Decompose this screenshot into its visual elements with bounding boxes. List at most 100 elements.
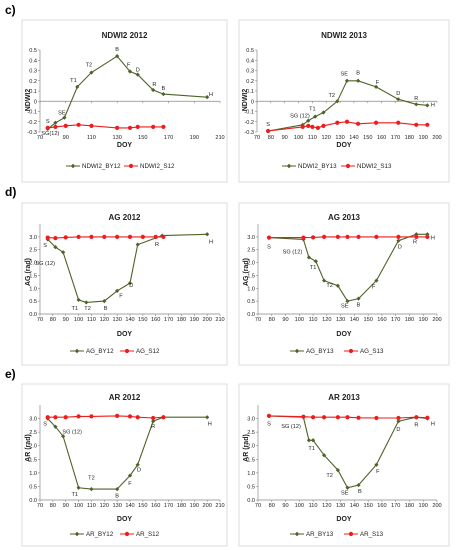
stage-annotation: T2 [326,283,333,289]
legend-label-series-1: NDWI2_BY13 [298,163,337,170]
x-tick-label: 180 [177,317,186,323]
x-tick-label: 110 [309,503,318,509]
stage-annotation: S [43,421,47,427]
y-tick-label: 0.0 [247,312,255,318]
data-point [89,414,94,419]
data-point [127,473,133,478]
data-point [127,69,133,74]
data-point [76,122,81,127]
y-tick-label: 0.4 [246,58,254,64]
chart-frame [238,202,450,366]
data-point [345,415,350,420]
stage-annotation: F [376,80,380,86]
x-axis-label: DOY [117,516,133,523]
data-point [161,415,166,420]
legend-marker-series-1 [74,348,80,354]
stage-annotation: B [356,71,360,77]
data-point [335,468,340,473]
data-point [356,482,361,488]
data-point [321,278,327,283]
data-point [115,487,120,492]
legend-label-series-2: AR_S12 [136,531,160,538]
data-point [53,245,58,250]
x-tick-label: 80 [50,317,56,323]
x-tick-label: 170 [164,317,173,323]
data-point [53,124,58,129]
y-tick-label: -0.1 [27,110,37,116]
data-point [205,415,210,420]
x-tick-label: 170 [391,317,400,323]
legend-marker-series-2 [124,348,130,354]
data-point [76,297,81,302]
y-tick-label: 3.0 [29,417,37,423]
data-point [205,232,210,237]
data-point [306,255,312,260]
plot-area: -0.3 -0.2 -0.1 0 0.1 0.2 0.3 0.4 0.5 70 80 90 100 110… [244,48,441,141]
x-tick-label: 100 [295,317,304,323]
legend-label-series-2: AG_S12 [136,348,160,355]
series-line-1 [268,233,428,302]
legend-marker-series-1 [70,163,76,169]
legend-label-series-2: NDWI2_S13 [357,163,392,170]
data-point [396,120,401,125]
data-point [414,122,419,127]
data-point [45,235,50,240]
stage-annotation: F [372,284,376,290]
legend-marker-series-2 [128,163,134,169]
x-tick-label: 170 [164,135,173,141]
data-point [355,121,361,126]
stage-annotation: R [414,96,418,102]
y-axis-label: AR (rad) [25,434,32,462]
chart-title: AG 2012 [108,213,141,222]
data-point [115,413,120,418]
data-point [102,234,107,239]
legend-marker-series-2 [124,531,130,537]
data-point [153,234,158,239]
x-tick-label: 200 [432,135,441,141]
panel-label-d: d) [5,185,16,199]
x-tick-label: 180 [405,135,414,141]
stage-annotation: D [396,91,400,97]
x-tick-label: 120 [322,135,331,141]
y-tick-label: 2.0 [29,444,37,450]
data-point [374,462,379,467]
legend: NDWI2_BY13 NDWI2_S13 [282,163,392,170]
data-point [396,419,401,424]
data-point [414,102,419,107]
y-tick-label: 0.5 [29,48,37,54]
x-tick-label: 190 [190,317,199,323]
stage-annotation: H [209,239,213,245]
x-tick-label: 90 [63,503,69,509]
stage-annotation: R [152,82,156,88]
data-point [266,235,272,240]
data-point [373,120,379,125]
x-tick-label: 150 [363,135,372,141]
legend-label-series-2: AR_S13 [360,531,384,538]
x-tick-label: 180 [405,503,414,509]
data-point [335,99,340,104]
stage-annotation: R [155,242,159,248]
data-point [62,115,67,120]
data-point [425,103,430,108]
stage-annotation: T2 [86,62,93,68]
x-tick-label: 160 [151,317,160,323]
data-point [53,415,58,420]
y-tick-label: -0.2 [27,120,37,126]
stage-annotation: T1 [310,265,317,271]
chart-ndwi-2013: NDWI2 2013 NDWI2 DOY -0.3 -0.2 -0.1 0 0.1 0.2… [238,19,450,183]
x-tick-label: 180 [405,317,414,323]
y-tick-label: 1.5 [29,273,37,279]
data-point [76,234,81,239]
x-tick-label: 70 [255,503,261,509]
x-tick-label: 150 [363,503,372,509]
data-point [127,125,133,130]
data-point [84,300,89,305]
y-axis-label: AR (rad) [243,434,250,462]
data-point [306,118,311,123]
data-point [135,462,140,467]
stage-annotation: T1 [70,78,77,84]
data-point [414,415,419,420]
x-tick-label: 120 [322,317,331,323]
data-point [102,299,107,304]
x-tick-label: 170 [164,503,173,509]
